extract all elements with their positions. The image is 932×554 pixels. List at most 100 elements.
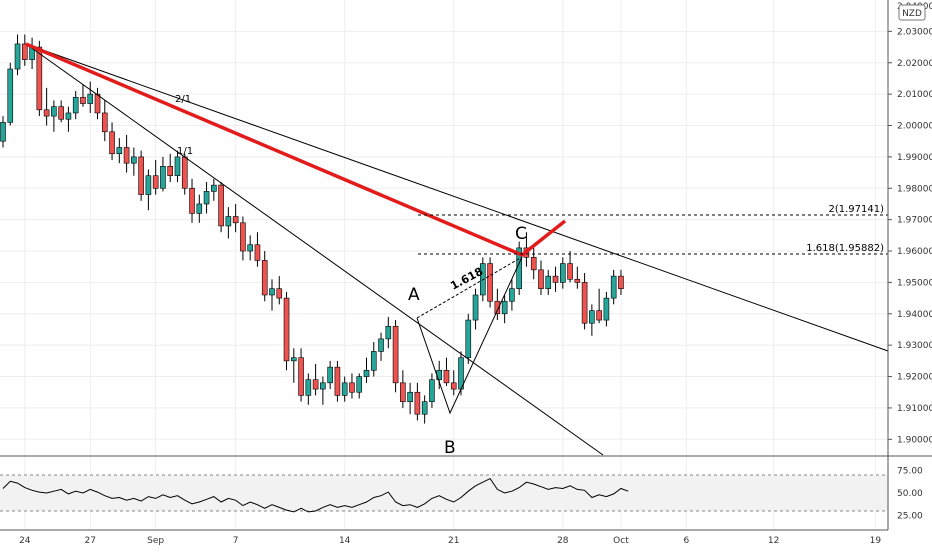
candle-body: [327, 366, 333, 384]
price-tick-label: 1.98000: [897, 184, 932, 194]
candle-body: [596, 310, 602, 321]
price-tick-label: 2.03000: [897, 27, 932, 37]
candle-body: [189, 187, 195, 214]
candle-body: [414, 391, 421, 415]
price-tick-label: 1.93000: [897, 341, 932, 351]
candle-body: [349, 382, 355, 393]
fan-label-1-1: 1/1: [177, 146, 193, 157]
candle-body: [131, 156, 137, 164]
candle-body: [429, 379, 435, 402]
level-1618-label: 1.618(1.95882): [806, 243, 884, 254]
candle-body: [298, 357, 304, 396]
candle-body: [392, 326, 399, 384]
rsi-band: [0, 475, 888, 511]
candle-body: [487, 263, 493, 302]
candle-body: [72, 96, 79, 114]
rsi-pane: 75.00 50.00 25.00: [0, 467, 923, 522]
candle-body: [581, 282, 588, 324]
candle-body: [247, 244, 253, 252]
price-tick-label: 1.90000: [897, 435, 932, 445]
abc-swing-line: [416, 256, 523, 415]
candle-body: [152, 175, 159, 189]
time-tick-label: 21: [448, 536, 459, 546]
candle-body: [87, 93, 94, 104]
time-tick-label: 28: [557, 536, 569, 546]
candle-body: [545, 275, 552, 289]
candle-body: [618, 275, 624, 289]
price-tick-label: 2.02000: [897, 59, 932, 69]
candle-body: [116, 147, 123, 155]
time-tick-label: 19: [870, 536, 882, 546]
candle-body: [501, 300, 508, 315]
candles-layer: [0, 34, 624, 424]
candle-body: [196, 203, 203, 214]
candle-body: [385, 326, 392, 340]
candle-body: [538, 269, 544, 289]
candle-body: [160, 166, 166, 189]
candle-body: [312, 379, 319, 390]
candle-body: [269, 288, 275, 296]
fan-label-2-1: 2/1: [175, 94, 191, 105]
candle-body: [43, 109, 50, 117]
candle-body: [145, 175, 152, 195]
price-tick-label: 1.92000: [897, 373, 932, 383]
candle-body: [240, 222, 246, 252]
candle-body: [574, 278, 581, 283]
candle-body: [363, 369, 370, 377]
candle-body: [22, 43, 28, 60]
candle-body: [7, 68, 14, 123]
candle-body: [472, 294, 479, 321]
price-tick-label: 1.97000: [897, 216, 932, 226]
currency-badge-text: NZD: [902, 9, 922, 19]
candle-body: [14, 43, 21, 70]
time-tick-label: Sep: [147, 536, 164, 546]
candle-body: [51, 106, 57, 117]
time-tick-label: 27: [85, 536, 96, 546]
time-tick-label: Oct: [613, 536, 629, 546]
candle-body: [407, 391, 413, 402]
candle-body: [603, 297, 610, 321]
candle-body: [101, 112, 108, 133]
candle-body: [203, 191, 210, 205]
candle-body: [552, 275, 559, 283]
time-tick-label: 14: [339, 536, 351, 546]
time-tick-label: 24: [19, 536, 31, 546]
ratio-dashed-line: [416, 256, 523, 319]
candle-body: [334, 366, 341, 396]
candle-body: [65, 112, 72, 120]
candle-body: [254, 244, 261, 261]
candle-body: [276, 288, 283, 299]
pattern-line-red: [25, 42, 567, 258]
rsi-tick-label: 50.00: [897, 489, 923, 499]
candle-body: [138, 156, 144, 195]
candle-body: [370, 351, 377, 371]
candle-body: [465, 319, 472, 359]
candle-body: [218, 184, 224, 227]
candle-body: [378, 338, 384, 352]
candle-body: [36, 46, 43, 111]
rsi-tick-label: 75.00: [897, 467, 923, 477]
time-tick-label: 12: [768, 536, 779, 546]
price-tick-label: 1.94000: [897, 310, 932, 320]
currency-badge: NZD: [898, 4, 926, 21]
candle-body: [0, 122, 6, 142]
candle-body: [443, 369, 450, 384]
candle-body: [123, 147, 130, 164]
candle-body: [181, 156, 188, 189]
currency-badge-box: [898, 4, 926, 21]
candle-body: [341, 382, 348, 396]
time-tick-label: 6: [684, 536, 690, 546]
candle-body: [610, 275, 617, 299]
candle-body: [320, 382, 326, 390]
candle-body: [225, 216, 232, 227]
candle-body: [283, 297, 290, 362]
candle-body: [530, 257, 537, 271]
candle-body: [589, 310, 595, 324]
price-tick-label: 2.00000: [897, 122, 932, 132]
fan-line-1-1: [25, 43, 604, 456]
candle-body: [559, 263, 566, 283]
candle-body: [80, 96, 86, 104]
candle-body: [109, 131, 115, 155]
fan-line-2-1: [25, 43, 889, 352]
